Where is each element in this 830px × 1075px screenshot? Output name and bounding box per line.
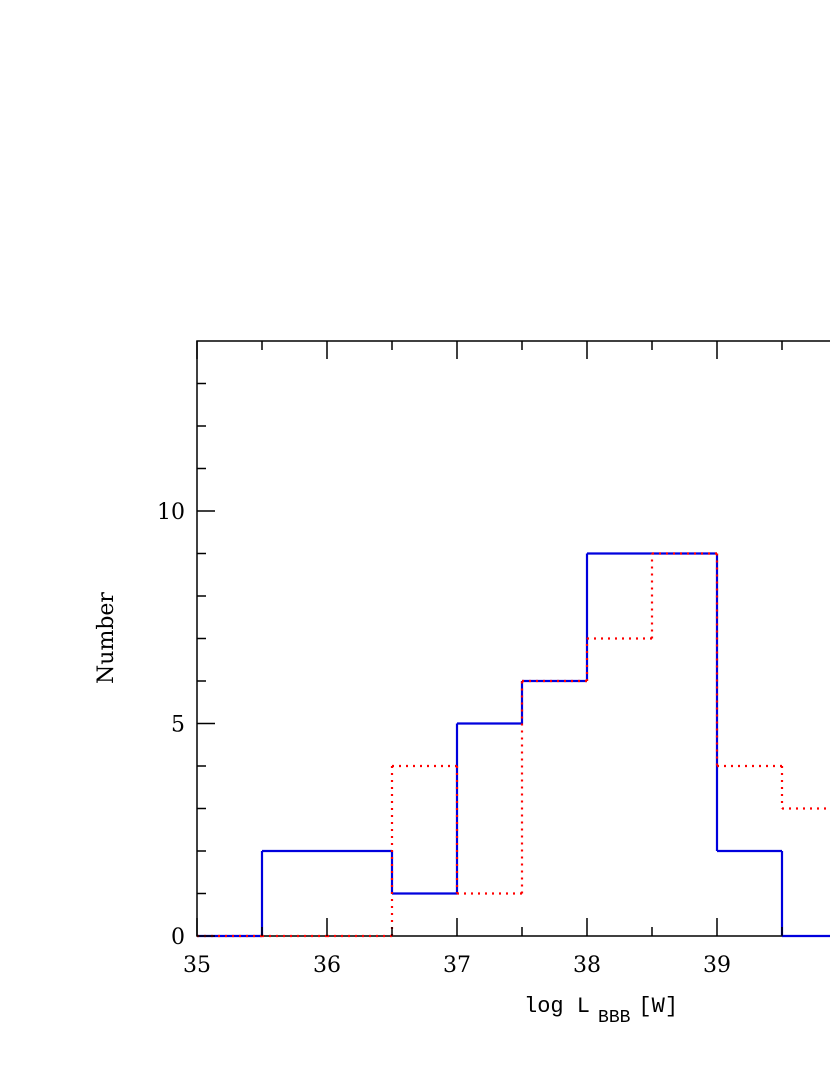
plot-frame <box>196 340 830 937</box>
x-label-suffix: [W] <box>638 994 678 1019</box>
x-label-main: log L <box>524 994 590 1019</box>
y-tick-label: 5 <box>171 713 185 738</box>
x-tick-label: 35 <box>183 953 211 978</box>
x-tick-label: 36 <box>313 953 341 978</box>
y-axis-label: Number <box>94 592 119 684</box>
x-label-sub: BBB <box>598 1008 631 1028</box>
y-tick-label: 10 <box>157 500 185 525</box>
x-axis-label: log L BBB [W] <box>524 994 678 1028</box>
x-tick-label: 38 <box>573 953 601 978</box>
x-tick-label: 39 <box>703 953 731 978</box>
x-tick-label: 37 <box>443 953 471 978</box>
y-tick-label: 0 <box>171 925 185 950</box>
